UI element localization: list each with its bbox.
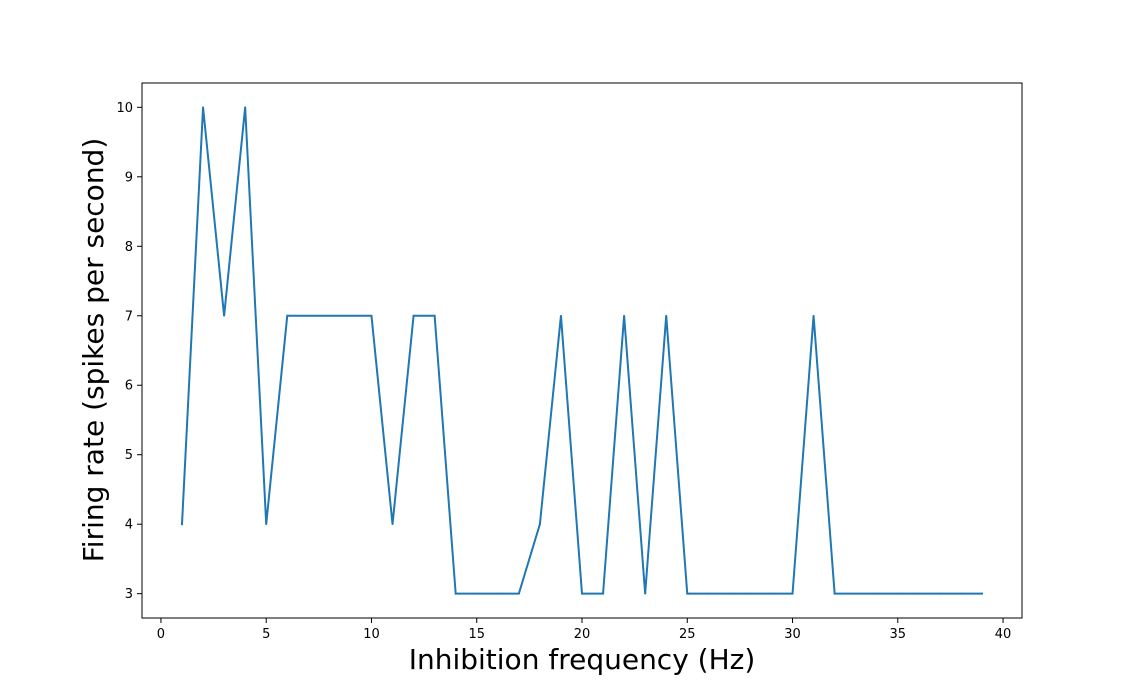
data-point [265, 523, 268, 526]
data-point [960, 592, 962, 595]
x-tick-label: 20 [574, 627, 591, 642]
data-point [475, 592, 478, 595]
data-point [770, 592, 773, 595]
data-point [981, 592, 983, 595]
data-point [370, 314, 373, 317]
data-point [686, 592, 689, 595]
x-tick-label: 35 [890, 627, 907, 642]
x-tick-label: 0 [157, 627, 165, 642]
data-point [602, 592, 604, 595]
data-point [496, 592, 499, 595]
y-tick-label: 5 [125, 448, 133, 463]
data-point [286, 314, 289, 317]
data-point [917, 592, 920, 595]
data-point [181, 523, 183, 526]
x-tick-label: 40 [995, 627, 1012, 642]
y-axis-ticks: 3 4 5 6 7 8 9 10 [116, 101, 142, 602]
y-tick-label: 6 [125, 379, 133, 394]
y-axis-title: Firing rate (spikes per second) [77, 138, 110, 563]
x-tick-label: 30 [784, 627, 801, 642]
data-point [791, 592, 794, 595]
data-point [875, 592, 878, 595]
x-axis-title: Inhibition frequency (Hz) [409, 643, 756, 676]
x-axis-ticks: 0 5 10 15 20 25 30 35 40 [157, 618, 1012, 642]
data-point [517, 592, 520, 595]
data-point [896, 592, 899, 595]
y-tick-label: 4 [125, 518, 133, 533]
data-point [623, 314, 626, 317]
data-point [433, 314, 436, 317]
data-point [307, 314, 310, 317]
y-tick-label: 9 [125, 170, 133, 185]
data-point [454, 592, 457, 595]
data-point [349, 314, 352, 317]
data-point [538, 523, 541, 526]
x-tick-label: 5 [262, 627, 270, 642]
data-point [833, 592, 836, 595]
y-tick-label: 7 [125, 309, 133, 324]
data-point [749, 592, 752, 595]
data-point [644, 592, 647, 595]
data-point [328, 314, 331, 317]
y-tick-label: 8 [125, 240, 133, 255]
data-point [244, 106, 247, 109]
data-point [412, 314, 415, 317]
x-tick-label: 10 [363, 627, 380, 642]
x-tick-label: 15 [468, 627, 485, 642]
y-tick-label: 3 [125, 587, 133, 602]
data-point [854, 592, 857, 595]
data-point [391, 523, 394, 526]
data-point [938, 592, 941, 595]
data-point [665, 314, 668, 317]
data-point [812, 314, 815, 317]
data-point [560, 314, 562, 317]
data-point [581, 592, 583, 595]
series-layer [180, 106, 983, 595]
data-point [223, 314, 226, 317]
y-tick-label: 10 [116, 101, 133, 116]
data-point [707, 592, 710, 595]
x-tick-label: 25 [679, 627, 696, 642]
data-point [728, 592, 731, 595]
data-point [202, 106, 204, 109]
